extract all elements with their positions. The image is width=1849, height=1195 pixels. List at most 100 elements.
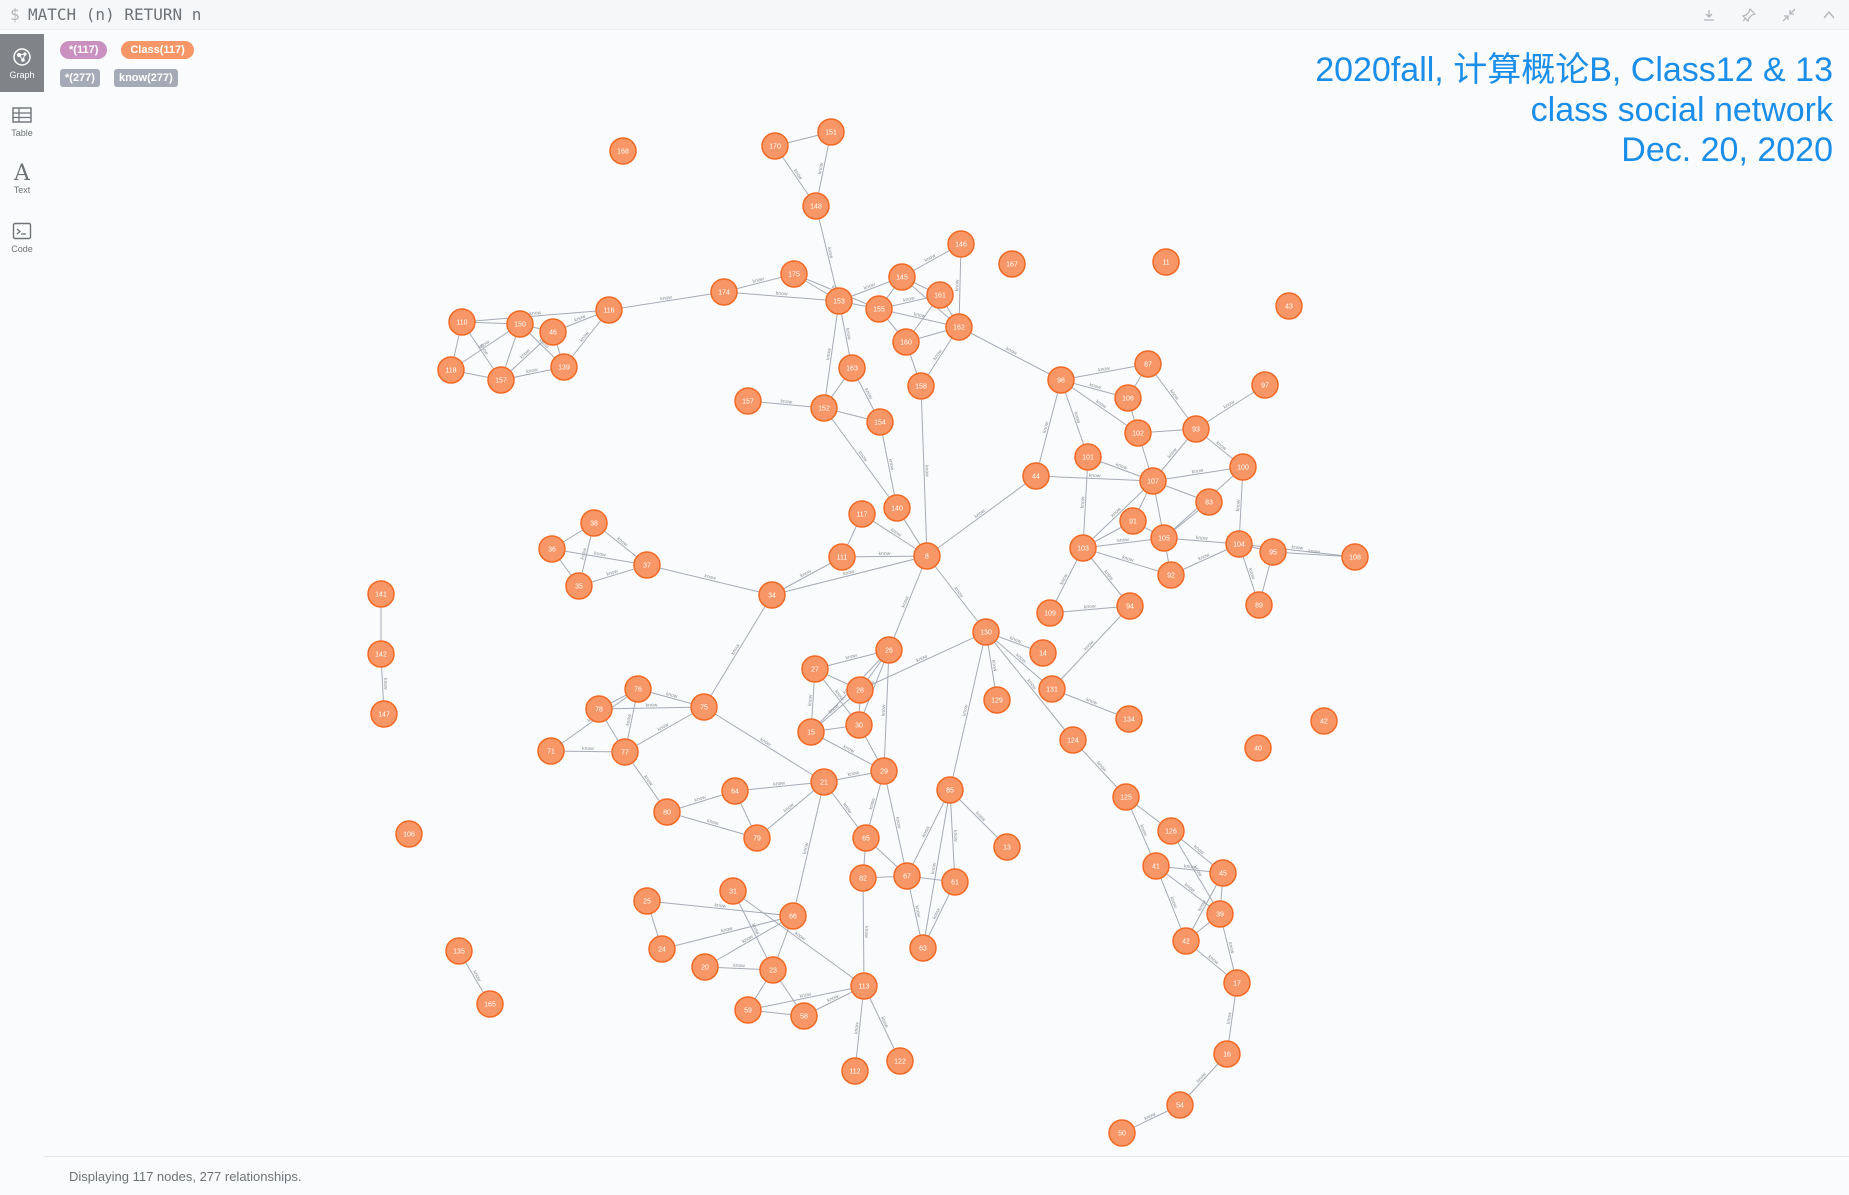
graph-node[interactable]: 155 [865,295,893,323]
relationship-edge[interactable] [883,770,908,877]
graph-node[interactable]: 145 [888,263,916,291]
relationship-edge[interactable] [792,781,825,917]
node-circle[interactable] [734,387,762,415]
node-circle[interactable] [595,296,623,324]
relationship-edge[interactable] [1060,379,1139,434]
node-circle[interactable] [848,500,876,528]
legend-node-all[interactable]: *(117) [60,41,108,59]
relationship-edge[interactable] [863,985,901,1062]
node-circle[interactable] [1157,817,1185,845]
graph-node[interactable]: 54 [1166,1091,1194,1119]
graph-node[interactable]: 80 [653,798,681,826]
relationship-edge[interactable] [958,326,1062,381]
graph-node[interactable]: 147 [370,700,398,728]
graph-node[interactable]: 42 [1310,707,1338,735]
graph-node[interactable]: 66 [779,902,807,930]
relationship-edge[interactable] [922,789,951,949]
node-circle[interactable] [690,693,718,721]
graph-node[interactable]: 13 [993,833,1021,861]
graph-node[interactable]: 82 [849,864,877,892]
graph-node[interactable]: 140 [883,494,911,522]
graph-node[interactable]: 161 [926,281,954,309]
relationship-edge[interactable] [888,555,928,651]
graph-node[interactable]: 34 [758,581,786,609]
relationship-edge[interactable] [646,900,794,917]
graph-node[interactable]: 135 [445,937,473,965]
relationship-edge[interactable] [734,781,825,792]
graph-node[interactable]: 93 [1182,415,1210,443]
graph-node[interactable]: 77 [611,738,639,766]
relationship-edge[interactable] [1035,475,1154,482]
graph-node[interactable]: 83 [1195,488,1223,516]
node-circle[interactable] [580,509,608,537]
relationship-edge[interactable] [646,564,773,596]
relationship-edge[interactable] [823,407,898,509]
node-circle[interactable] [828,543,856,571]
relationship-edge[interactable] [810,731,885,772]
graph-node[interactable]: 94 [1116,592,1144,620]
legend-rel-know[interactable]: know(277) [113,69,178,87]
node-circle[interactable] [395,820,423,848]
relationship-edge[interactable] [926,555,987,633]
node-circle[interactable] [1115,705,1143,733]
graph-node[interactable]: 100 [1229,453,1257,481]
node-circle[interactable] [611,738,639,766]
relationship-edge[interactable] [703,594,773,708]
graph-node[interactable]: 170 [761,132,789,160]
node-circle[interactable] [448,308,476,336]
relationship-edge[interactable] [598,706,705,710]
relationship-edge[interactable] [450,323,521,371]
graph-node[interactable]: 105 [1150,524,1178,552]
relationship-edge[interactable] [551,548,648,566]
node-circle[interactable] [1213,1040,1241,1068]
node-circle[interactable] [838,354,866,382]
graph-node[interactable]: 104 [1225,530,1253,558]
node-circle[interactable] [1157,561,1185,589]
node-circle[interactable] [892,328,920,356]
graph-node[interactable]: 150 [506,310,534,338]
node-circle[interactable] [367,580,395,608]
node-circle[interactable] [445,937,473,965]
relationship-edge[interactable] [854,985,865,1072]
graph-node[interactable]: 129 [983,686,1011,714]
relationship-edge[interactable] [1238,543,1356,558]
graph-node[interactable]: 157 [734,387,762,415]
node-circle[interactable] [886,1047,914,1075]
node-circle[interactable] [947,230,975,258]
node-circle[interactable] [761,132,789,160]
node-circle[interactable] [841,1057,869,1085]
node-circle[interactable] [1244,734,1272,762]
node-circle[interactable] [1251,371,1279,399]
graph-node[interactable]: 154 [866,408,894,436]
node-circle[interactable] [370,700,398,728]
graph-node[interactable]: 117 [848,500,876,528]
graph-node[interactable]: 50 [1108,1119,1136,1147]
node-circle[interactable] [437,356,465,384]
node-circle[interactable] [710,278,738,306]
relationship-edge[interactable] [883,649,890,772]
graph-node[interactable]: 35 [565,572,593,600]
graph-node[interactable]: 106 [395,820,423,848]
graph-node[interactable]: 21 [810,768,838,796]
node-circle[interactable] [1114,384,1142,412]
graph-node[interactable]: 29 [870,757,898,785]
node-circle[interactable] [506,310,534,338]
graph-node[interactable]: 111 [828,543,856,571]
relationship-edge[interactable] [859,631,987,691]
graph-node[interactable]: 46 [539,318,567,346]
node-circle[interactable] [1172,927,1200,955]
node-circle[interactable] [367,640,395,668]
legend-rel-all[interactable]: *(277) [60,69,100,87]
view-code-button[interactable]: Code [0,208,44,266]
relationship-edge[interactable] [1082,456,1089,549]
graph-node[interactable]: 95 [1259,538,1287,566]
node-circle[interactable] [719,877,747,905]
node-circle[interactable] [888,263,916,291]
node-circle[interactable] [1310,707,1338,735]
node-circle[interactable] [565,572,593,600]
graph-node[interactable]: 152 [810,394,838,422]
graph-node[interactable]: 45 [1209,859,1237,887]
graph-node[interactable]: 71 [537,737,565,765]
node-circle[interactable] [1142,852,1170,880]
graph-node[interactable]: 101 [1074,443,1102,471]
